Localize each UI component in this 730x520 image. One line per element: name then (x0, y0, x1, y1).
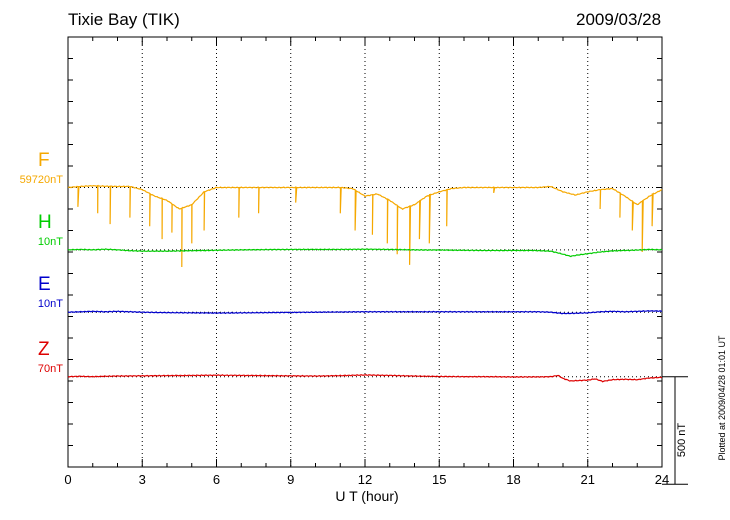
channel-label-e: E (38, 274, 51, 296)
series-layer (67, 184, 663, 383)
component-baselines (68, 187, 662, 378)
plotted-at-note: Plotted at 2009/04/28 01:01 UT (717, 335, 727, 461)
series-f-line (67, 184, 663, 268)
x-tick-label: 0 (64, 472, 72, 487)
series-z-line (67, 374, 663, 383)
scale-bar-label: 500 nT (676, 422, 688, 458)
x-tick-label: 21 (580, 472, 595, 487)
x-axis-label: U T (hour) (335, 488, 399, 504)
x-tick-label: 12 (357, 472, 373, 487)
channel-scale-f: 59720nT (19, 173, 63, 186)
x-tick-label: 3 (138, 472, 146, 487)
channel-scale-e: 10nT (37, 298, 63, 311)
station-title: Tixie Bay (TIK) (68, 10, 180, 29)
channel-scale-z: 70nT (37, 362, 63, 375)
channel-label-h: H (38, 211, 52, 233)
date-title: 2009/03/28 (576, 10, 662, 29)
series-h-line (67, 248, 663, 258)
channel-label-z: Z (38, 338, 50, 360)
grid-lines (67, 37, 663, 467)
channel-label-f: F (38, 149, 50, 171)
x-tick-label: 24 (654, 472, 670, 487)
scale-bar (662, 376, 688, 485)
series-e-line (68, 309, 663, 315)
x-tick-label: 9 (287, 472, 295, 487)
x-tick-label: 15 (432, 472, 447, 487)
channel-scale-h: 10nT (37, 235, 63, 248)
x-tick-label: 18 (506, 472, 521, 487)
x-tick-label: 6 (212, 472, 221, 487)
